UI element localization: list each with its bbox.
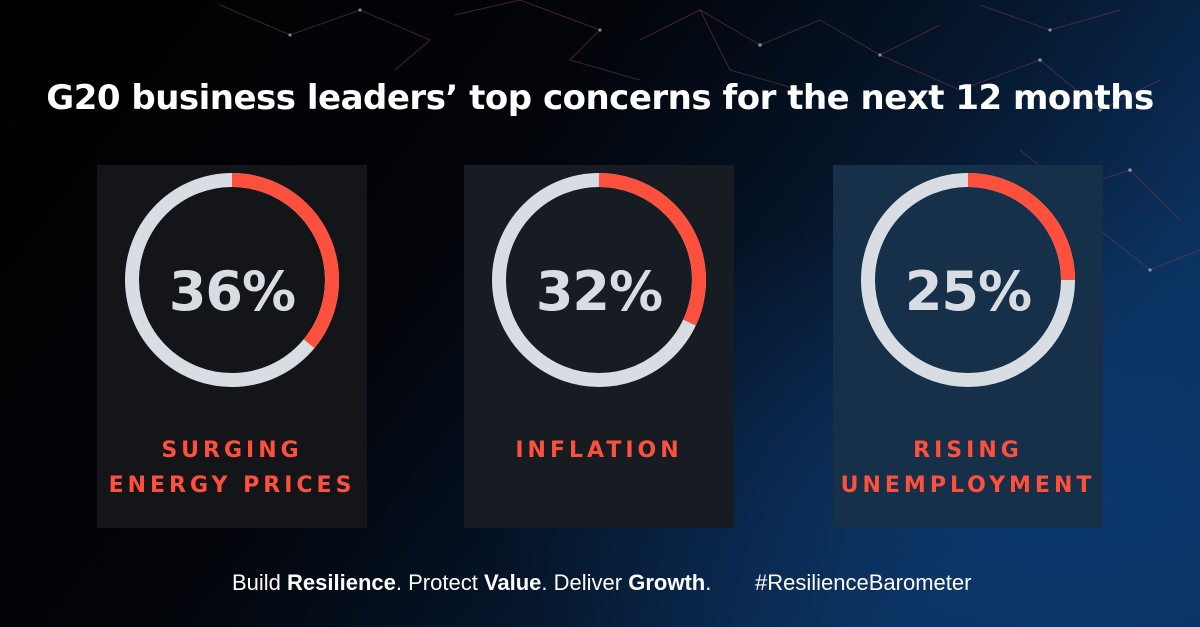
donut-chart — [464, 165, 734, 528]
tagline: Build Resilience. Protect Value. Deliver… — [232, 570, 711, 596]
concern-label: SURGING ENERGY PRICES — [97, 433, 367, 503]
percentage-value: 25% — [904, 260, 1032, 323]
hashtag: #ResilienceBarometer — [755, 570, 972, 595]
concern-label-line: ENERGY PRICES — [108, 473, 356, 498]
concern-label-line: UNEMPLOYMENT — [840, 473, 1096, 498]
concern-card: 36% SURGING ENERGY PRICES — [97, 165, 367, 528]
concern-label-line: INFLATION — [515, 438, 683, 463]
tagline-part: . Deliver — [541, 570, 629, 595]
concern-label-line: SURGING — [161, 438, 303, 463]
donut-value-arc — [598, 173, 706, 326]
concern-card: 25% RISING UNEMPLOYMENT — [833, 165, 1103, 528]
percentage-value: 32% — [535, 260, 663, 323]
tagline-part: . — [705, 570, 712, 595]
donut-value-arc — [231, 173, 339, 349]
tagline-part: Build — [232, 570, 288, 595]
concern-label-line: RISING — [913, 438, 1023, 463]
donut-value-arc — [967, 173, 1075, 281]
tagline-part: Value — [483, 570, 542, 595]
concern-label: RISING UNEMPLOYMENT — [833, 433, 1103, 503]
concern-label: INFLATION — [464, 433, 734, 468]
tagline-part: Growth — [628, 570, 706, 595]
card-background — [464, 165, 734, 528]
tagline-part: Resilience — [287, 570, 396, 595]
tagline-part: . Protect — [395, 570, 484, 595]
donut-chart — [97, 165, 367, 528]
donut-chart — [833, 165, 1103, 528]
page-title: G20 business leaders’ top concerns for t… — [46, 78, 1154, 118]
percentage-value: 36% — [168, 260, 296, 323]
network-dots — [288, 8, 1152, 272]
concern-card: 32% INFLATION — [464, 165, 734, 528]
